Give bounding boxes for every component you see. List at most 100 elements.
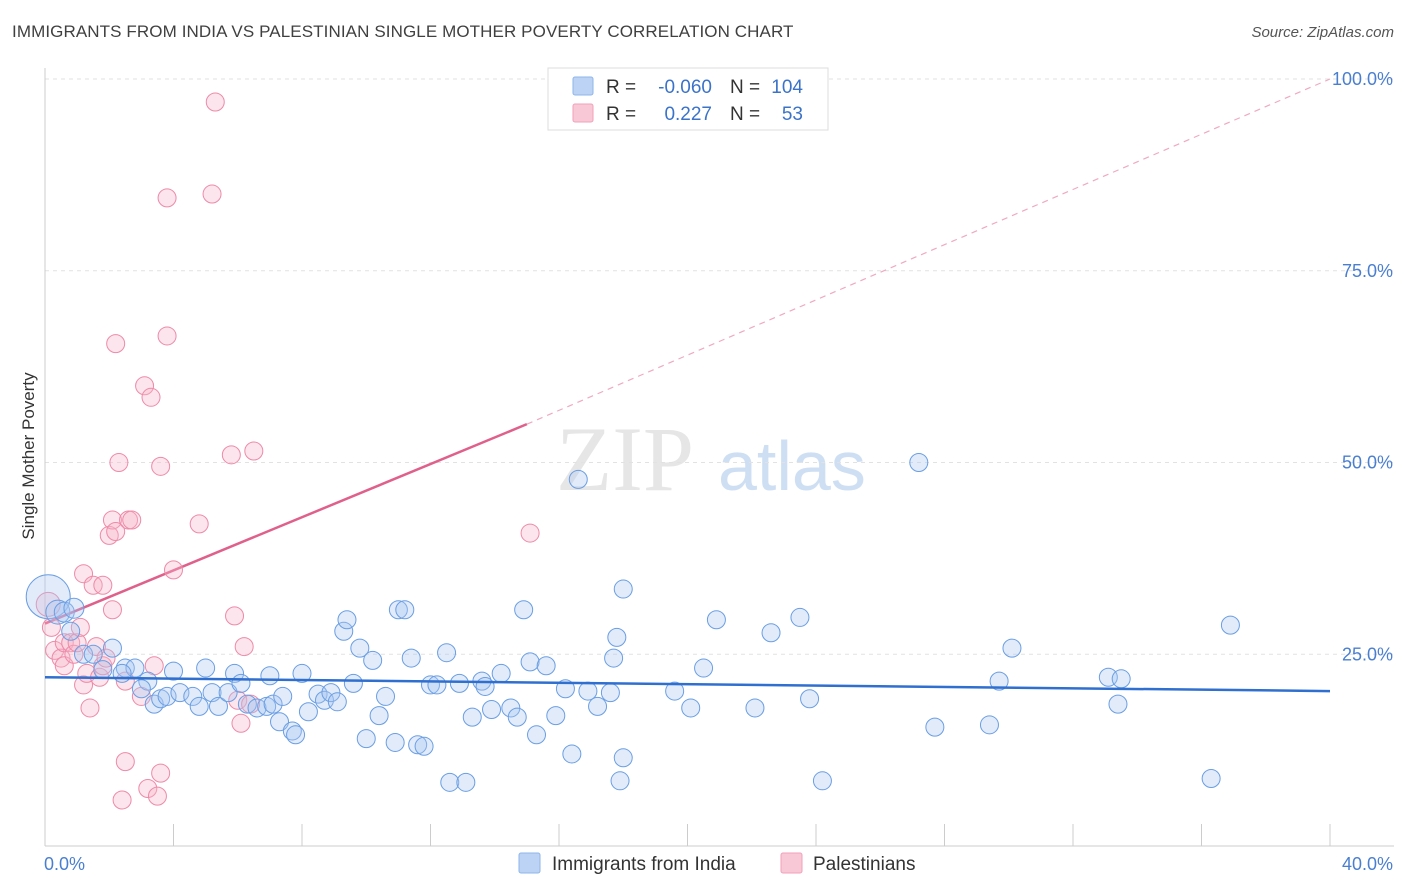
axes: 25.0% 50.0% 75.0% 100.0% 0.0% 40.0% [44,68,1394,874]
point-india [131,679,151,699]
point-india [164,661,183,681]
legend-r-value-india: -0.060 [658,77,712,98]
point-india [112,663,132,683]
point-india [555,679,575,699]
point-india [401,648,421,668]
point-palestinians [228,690,248,710]
point-india [536,656,556,676]
point-palestinians [106,522,126,542]
legend-r-label-india: R = [606,77,636,98]
point-palestinians [122,510,142,530]
point-india [979,715,999,735]
bottom-legend-label-palestinians: Palestinians [813,854,915,875]
point-india [247,698,267,718]
point-india [909,453,929,472]
point-india [600,683,620,703]
point-india [568,469,588,489]
point-india [501,698,521,718]
point-india [706,610,726,630]
point-india [292,663,312,683]
point-india [449,673,469,693]
point-india [273,686,293,706]
point-india [369,706,389,726]
point-palestinians [135,376,155,396]
legend-swatch-palestinians [572,103,594,123]
point-india [321,683,341,703]
trend-lines-palestinians [44,78,1331,625]
point-india [527,725,547,745]
legend: R = -0.060 N = 104 R = 0.227 N = 53 [547,67,829,131]
point-india [334,621,354,641]
legend-swatch-india [572,76,594,96]
y-tick-label: 50.0% [1342,453,1393,473]
watermark-atlas: atlas [718,427,866,505]
point-india [604,648,624,668]
point-india [343,673,363,693]
point-palestinians [225,606,245,626]
point-palestinians [157,188,177,208]
point-palestinians [70,617,90,637]
point-palestinians [61,633,81,653]
y-tick-label: 25.0% [1342,644,1393,664]
point-india [83,644,103,664]
point-india [745,698,765,718]
point-india [102,638,122,658]
legend-r-value-palestinians: 0.227 [664,104,712,125]
point-palestinians [164,560,183,580]
point-palestinians [138,778,158,798]
point-palestinians [151,763,171,783]
point-india [1220,615,1240,635]
point-india [63,597,85,619]
point-palestinians [93,575,113,595]
point-india [1111,669,1131,689]
point-palestinians [102,510,122,530]
point-india [588,696,608,716]
point-india [61,621,81,641]
point-india [1201,769,1221,789]
point-palestinians [157,326,177,346]
point-palestinians [45,640,65,660]
trend-line-palestinians [44,422,528,625]
chart-title: IMMIGRANTS FROM INDIA VS PALESTINIAN SIN… [12,22,794,41]
point-india [189,696,209,716]
legend-r-label-palestinians: R = [606,104,636,125]
point-india [196,658,216,678]
legend-n-value-palestinians: 53 [782,104,803,125]
point-india [437,643,457,663]
point-india [385,732,405,752]
point-india [138,671,158,691]
point-palestinians [202,184,222,204]
point-india [408,735,428,755]
point-palestinians [109,453,129,472]
point-india [414,736,434,756]
legend-box [547,67,829,131]
point-palestinians [106,334,126,354]
point-india [514,600,534,620]
point-india [170,683,190,703]
bottom-legend-swatch-palestinians [780,852,803,874]
point-palestinians [221,445,241,465]
trend-line-palestinians-extension [526,78,1331,425]
point-india [462,707,482,727]
point-india [925,717,945,737]
point-india [74,644,94,664]
point-india [613,579,633,599]
point-india [613,748,633,768]
point-palestinians [189,514,209,534]
point-india [376,686,396,706]
point-palestinians [74,675,94,695]
point-palestinians [244,441,264,461]
points-palestinians [35,92,540,810]
points-india [25,453,1240,792]
point-india [93,660,113,680]
point-palestinians [67,633,87,653]
point-india [183,686,203,706]
bottom-legend-swatch-india [518,852,541,874]
point-india [231,673,251,693]
point-india [800,689,820,709]
point-india [761,623,781,643]
legend-n-label-india: N = [730,77,760,98]
point-palestinians [115,752,135,772]
point-india [491,663,511,683]
